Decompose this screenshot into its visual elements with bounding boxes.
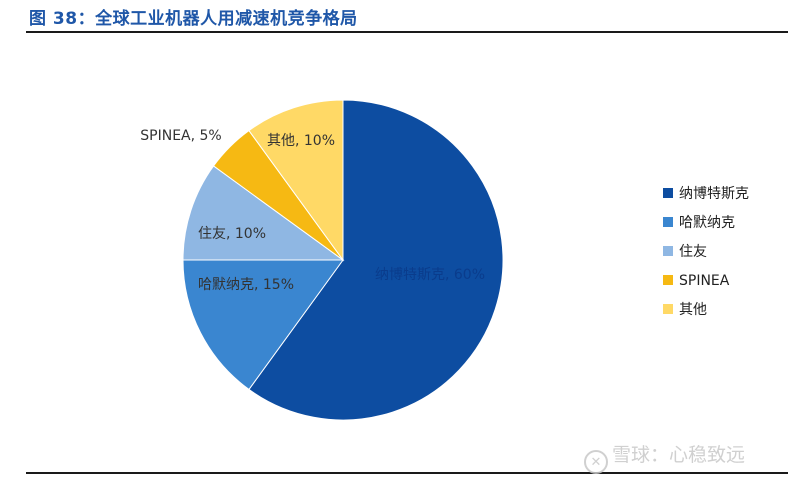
- legend-swatch-4: [663, 275, 673, 285]
- slice-label-1: 纳博特斯克, 60%: [375, 266, 485, 283]
- figure-title: 图 38：全球工业机器人用减速机竞争格局: [29, 9, 358, 29]
- legend-swatch-1: [663, 188, 673, 198]
- top-rule: [26, 31, 788, 33]
- legend-swatch-5: [663, 304, 673, 314]
- legend-label-1: 纳博特斯克: [679, 185, 749, 202]
- pie-slice-3: [182, 165, 345, 261]
- slice-label-5: 其他, 10%: [267, 133, 335, 149]
- watermark: ✕ 雪球：心稳致远: [584, 440, 745, 474]
- pie-slice-5: [248, 99, 344, 262]
- pie-slices: [182, 99, 504, 421]
- pie-slice-1: [248, 99, 504, 421]
- slice-label-4: SPINEA, 5%: [140, 128, 221, 144]
- legend-label-4: SPINEA: [679, 273, 730, 289]
- slice-label-2: 哈默纳克, 15%: [198, 277, 294, 293]
- legend-label-2: 哈默纳克: [679, 215, 735, 231]
- bottom-rule: [26, 472, 788, 474]
- pie-slice-2: [182, 259, 344, 391]
- legend-label-5: 其他: [679, 302, 707, 318]
- watermark-text: 雪球：心稳致远: [612, 444, 746, 466]
- pie-labels: 纳博特斯克, 60% 哈默纳克, 15% 住友, 10% SPINEA, 5% 其他, …: [140, 128, 485, 293]
- legend-swatch-2: [663, 217, 673, 227]
- slice-label-3: 住友, 10%: [198, 226, 266, 242]
- watermark-logo-icon: ✕: [584, 450, 608, 474]
- legend-label-3: 住友: [679, 244, 707, 260]
- legend-swatch-3: [663, 246, 673, 256]
